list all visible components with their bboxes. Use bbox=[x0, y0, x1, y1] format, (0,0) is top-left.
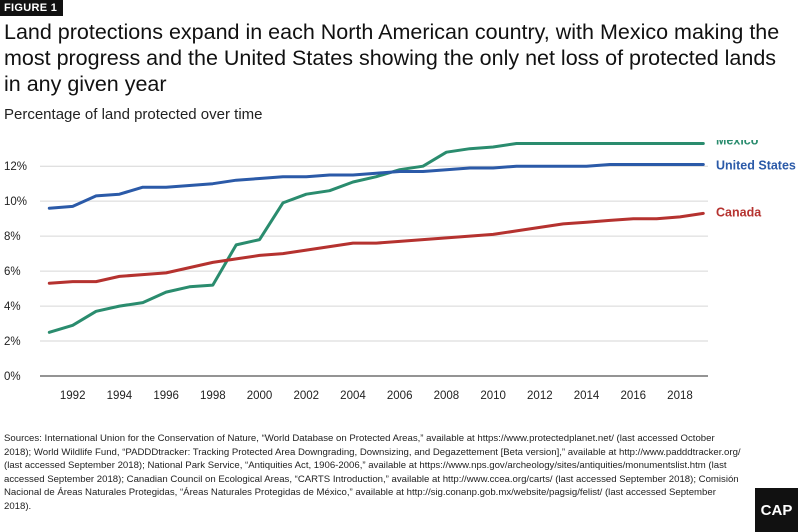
series-line-canada bbox=[47, 211, 705, 285]
y-tick-label: 4% bbox=[4, 301, 21, 313]
chart-subtitle: Percentage of land protected over time bbox=[4, 106, 263, 123]
label-layer: 0% 2% 4% 6% 8% 10% 12% 1992 1994 1996 1998 2000 2002… bbox=[4, 140, 796, 402]
x-tick-label: 2016 bbox=[620, 390, 646, 402]
x-tick-label: 1992 bbox=[60, 390, 86, 402]
x-tick-label: 1996 bbox=[153, 390, 179, 402]
series-label-canada: Canada bbox=[716, 205, 762, 219]
x-tick-label: 2004 bbox=[340, 390, 366, 402]
x-tick-label: 2014 bbox=[574, 390, 600, 402]
x-tick-label: 1994 bbox=[107, 390, 133, 402]
x-tick-label: 2018 bbox=[667, 390, 693, 402]
x-tick-label: 2006 bbox=[387, 390, 413, 402]
series-label-mexico: Mexico bbox=[716, 140, 759, 147]
series-label-united-states: United States bbox=[716, 158, 796, 172]
sources-note: Sources: International Union for the Con… bbox=[4, 433, 741, 512]
chart-title: Land protections expand in each North Am… bbox=[4, 20, 780, 96]
x-tick-label: 2012 bbox=[527, 390, 553, 402]
figure-label: FIGURE 1 bbox=[0, 0, 64, 16]
y-tick-label: 10% bbox=[4, 196, 27, 208]
x-tick-label: 2008 bbox=[434, 390, 460, 402]
x-tick-label: 2010 bbox=[480, 390, 506, 402]
x-tick-label: 1998 bbox=[200, 390, 226, 402]
x-tick-label: 2000 bbox=[247, 390, 273, 402]
y-tick-label: 2% bbox=[4, 336, 21, 348]
line-chart: 0% 2% 4% 6% 8% 10% 12% 1992 1994 1996 1998 2000 2002… bbox=[4, 140, 796, 402]
grid-layer bbox=[40, 165, 708, 377]
cap-logo: CAP bbox=[755, 488, 798, 532]
x-tick-label: 2002 bbox=[293, 390, 319, 402]
y-tick-label: 12% bbox=[4, 161, 27, 173]
series-layer bbox=[47, 142, 705, 334]
series-line-mexico bbox=[47, 142, 705, 334]
y-tick-label: 6% bbox=[4, 266, 21, 278]
y-tick-label: 0% bbox=[4, 371, 21, 383]
y-tick-label: 8% bbox=[4, 231, 21, 243]
series-line-united-states bbox=[47, 163, 705, 210]
